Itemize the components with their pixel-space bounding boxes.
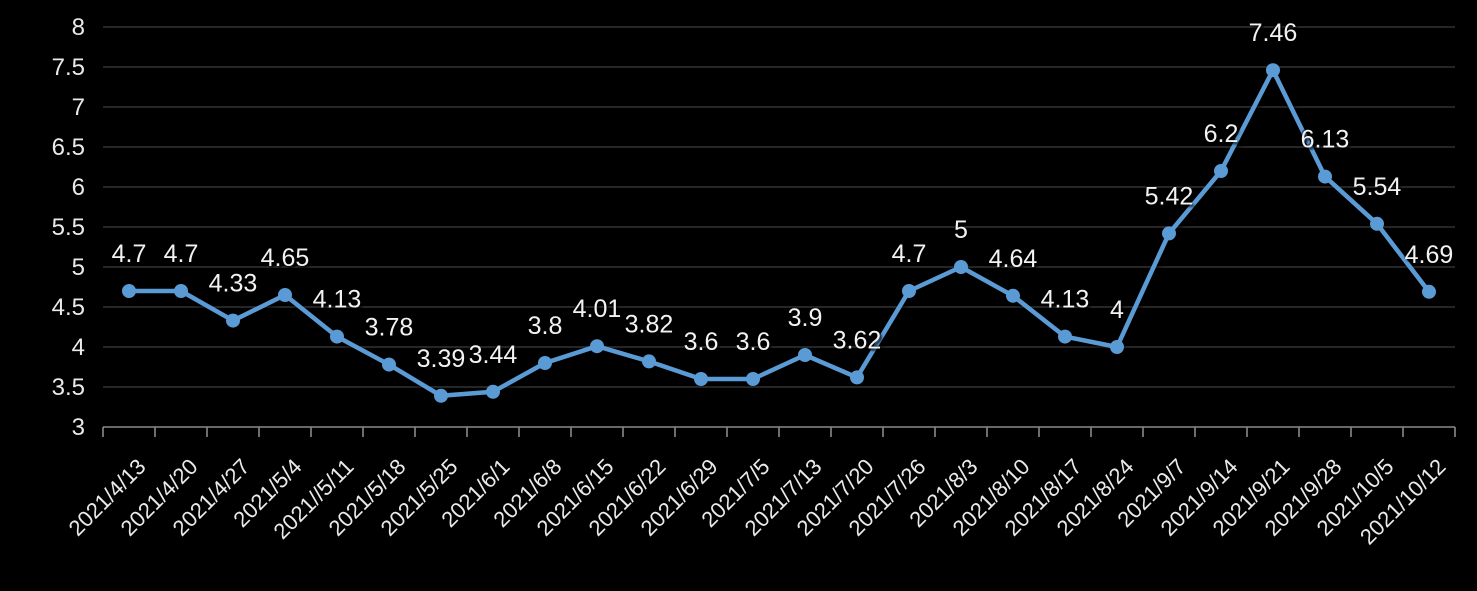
data-point <box>694 372 708 386</box>
data-point <box>1266 63 1280 78</box>
data-label: 3.9 <box>788 304 823 332</box>
y-tick-label: 4.5 <box>52 294 85 321</box>
data-point <box>538 356 552 370</box>
data-label: 5.54 <box>1353 173 1402 201</box>
data-point <box>798 348 812 362</box>
data-label: 6.2 <box>1204 120 1239 148</box>
data-point <box>486 384 500 399</box>
y-tick-label: 7 <box>72 94 85 121</box>
data-point <box>174 284 188 298</box>
y-tick-label: 6 <box>72 174 85 201</box>
data-label: 3.39 <box>417 345 466 373</box>
data-point <box>1058 329 1072 344</box>
data-point <box>1162 226 1176 241</box>
y-tick-label: 4 <box>72 334 85 361</box>
data-point <box>1370 216 1384 231</box>
data-label: 4 <box>1110 296 1124 324</box>
data-label: 4.13 <box>313 286 362 314</box>
y-tick-label: 5.5 <box>52 214 85 241</box>
data-label: 4.7 <box>164 240 199 268</box>
data-point <box>746 372 760 386</box>
data-label: 3.8 <box>528 312 563 340</box>
y-tick-label: 7.5 <box>52 54 85 81</box>
data-label: 3.62 <box>833 326 882 354</box>
data-label: 3.78 <box>365 314 414 342</box>
data-label: 4.64 <box>989 245 1038 273</box>
data-label: 4.69 <box>1405 241 1454 269</box>
data-point <box>590 339 604 354</box>
y-tick-label: 3 <box>72 414 85 441</box>
data-label: 7.46 <box>1249 19 1298 47</box>
data-label: 3.6 <box>736 328 771 356</box>
data-point <box>1110 340 1124 354</box>
data-point <box>850 370 864 385</box>
data-label: 4.13 <box>1041 286 1090 314</box>
data-point <box>1422 284 1436 299</box>
data-label: 4.01 <box>573 295 622 323</box>
data-label: 5.42 <box>1145 182 1194 210</box>
data-label: 4.65 <box>261 244 310 272</box>
data-label: 6.13 <box>1301 126 1350 154</box>
data-point <box>226 313 240 328</box>
data-point <box>1214 164 1228 178</box>
data-point <box>1318 169 1332 184</box>
data-point <box>642 354 656 369</box>
y-tick-label: 8 <box>72 14 85 41</box>
data-label: 3.6 <box>684 328 719 356</box>
data-label: 3.82 <box>625 310 674 338</box>
data-point <box>122 284 136 298</box>
data-label: 5 <box>954 216 968 244</box>
data-point <box>1006 288 1020 303</box>
data-label: 3.44 <box>469 341 518 369</box>
data-label: 4.33 <box>209 270 258 298</box>
series-line <box>126 67 1432 399</box>
data-point <box>902 284 916 298</box>
data-label: 4.7 <box>892 240 927 268</box>
data-point <box>382 357 396 372</box>
data-point <box>434 388 448 403</box>
y-tick-label: 6.5 <box>52 134 85 161</box>
y-tick-label: 3.5 <box>52 374 85 401</box>
data-label: 4.7 <box>112 240 147 268</box>
data-point <box>330 329 344 344</box>
y-tick-label: 5 <box>72 254 85 281</box>
data-point <box>954 260 968 274</box>
data-point <box>278 288 292 302</box>
